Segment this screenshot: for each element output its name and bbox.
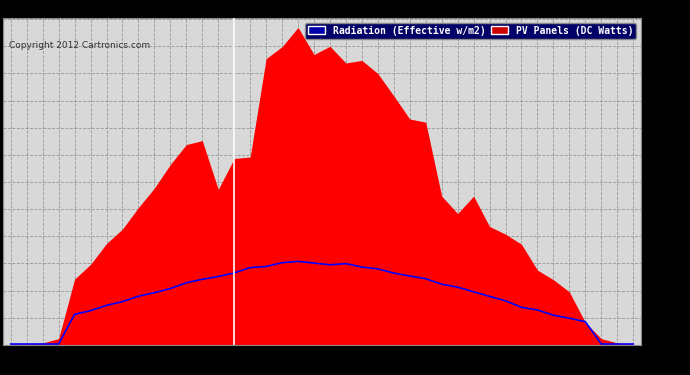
Text: Copyright 2012 Cartronics.com: Copyright 2012 Cartronics.com (9, 41, 150, 50)
Legend: Radiation (Effective w/m2), PV Panels (DC Watts): Radiation (Effective w/m2), PV Panels (D… (305, 23, 636, 39)
Title: Total PV Power & Effective Solar Radiation  Tue Jul 31  20:12: Total PV Power & Effective Solar Radiati… (66, 3, 578, 17)
